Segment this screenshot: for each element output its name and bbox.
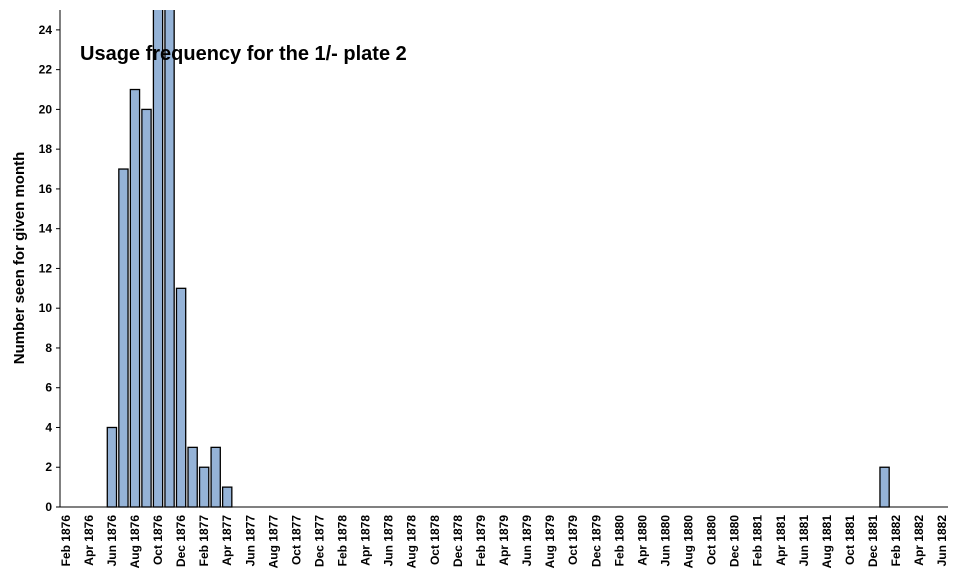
y-tick-label: 18 <box>39 142 53 156</box>
y-tick-label: 16 <box>39 182 53 196</box>
bar <box>152 10 164 508</box>
bar <box>221 486 233 508</box>
x-tick-label: Apr 1878 <box>359 515 373 566</box>
y-tick-label: 2 <box>45 460 52 474</box>
x-tick-label: Feb 1881 <box>751 515 765 567</box>
x-tick-label: Feb 1880 <box>612 515 626 567</box>
x-tick-label: Jun 1877 <box>243 515 257 567</box>
bar <box>198 466 210 508</box>
bar <box>118 168 129 508</box>
x-tick-label: Oct 1876 <box>151 515 165 565</box>
bar <box>164 10 175 508</box>
y-tick-label: 0 <box>45 500 52 514</box>
x-tick-label: Jun 1876 <box>105 515 119 567</box>
bar <box>106 426 118 508</box>
y-tick-label: 20 <box>39 102 53 116</box>
y-tick-label: 6 <box>45 381 52 395</box>
x-tick-label: Aug 1881 <box>820 515 834 569</box>
bar <box>175 287 187 508</box>
x-tick-label: Aug 1878 <box>405 515 419 569</box>
x-tick-label: Jun 1878 <box>382 515 396 567</box>
chart-title: Usage frequency for the 1/- plate 2 <box>80 43 407 65</box>
y-tick-label: 24 <box>39 23 53 37</box>
x-tick-label: Apr 1882 <box>912 515 926 566</box>
x-tick-label: Feb 1878 <box>336 515 350 567</box>
x-tick-label: Apr 1877 <box>220 515 234 566</box>
x-tick-label: Oct 1879 <box>566 515 580 565</box>
x-tick-label: Apr 1879 <box>497 515 511 566</box>
x-tick-label: Feb 1877 <box>197 515 211 567</box>
bar <box>210 446 221 508</box>
x-tick-label: Dec 1881 <box>866 515 880 567</box>
bar <box>187 446 198 508</box>
y-tick-label: 22 <box>39 63 53 77</box>
x-tick-label: Aug 1877 <box>266 515 280 569</box>
x-tick-label: Feb 1876 <box>59 515 73 567</box>
bars <box>106 10 890 508</box>
x-tick-label: Dec 1880 <box>728 515 742 567</box>
x-tick-label: Dec 1877 <box>312 515 326 567</box>
y-tick-label: 14 <box>39 222 53 236</box>
x-tick-label: Dec 1876 <box>174 515 188 567</box>
bar <box>129 88 141 508</box>
x-tick-label: Apr 1881 <box>774 515 788 566</box>
x-tick-label: Dec 1878 <box>451 515 465 567</box>
y-tick-label: 8 <box>45 341 52 355</box>
y-tick-label: 12 <box>39 261 53 275</box>
x-tick-label: Jun 1882 <box>935 515 949 567</box>
x-tick-label: Aug 1879 <box>543 515 557 569</box>
y-tick-label: 10 <box>39 301 53 315</box>
x-tick-label: Apr 1876 <box>82 515 96 566</box>
x-tick-label: Oct 1877 <box>289 515 303 565</box>
x-tick-label: Jun 1879 <box>520 515 534 567</box>
x-tick-label: Apr 1880 <box>635 515 649 566</box>
x-tick-label: Aug 1876 <box>128 515 142 569</box>
x-tick-label: Feb 1882 <box>889 515 903 567</box>
bar <box>141 108 152 508</box>
x-tick-label: Dec 1879 <box>589 515 603 567</box>
x-tick-label: Oct 1878 <box>428 515 442 565</box>
x-tick-label: Aug 1880 <box>682 515 696 569</box>
x-tick-label: Jun 1881 <box>797 515 811 567</box>
bar <box>879 466 890 508</box>
x-tick-label: Feb 1879 <box>474 515 488 567</box>
x-tick-label: Jun 1880 <box>658 515 672 567</box>
x-tick-label: Oct 1880 <box>705 515 719 565</box>
y-tick-label: 4 <box>45 420 52 434</box>
x-tick-label: Oct 1881 <box>843 515 857 565</box>
y-axis-label: Number seen for given month <box>11 152 28 365</box>
